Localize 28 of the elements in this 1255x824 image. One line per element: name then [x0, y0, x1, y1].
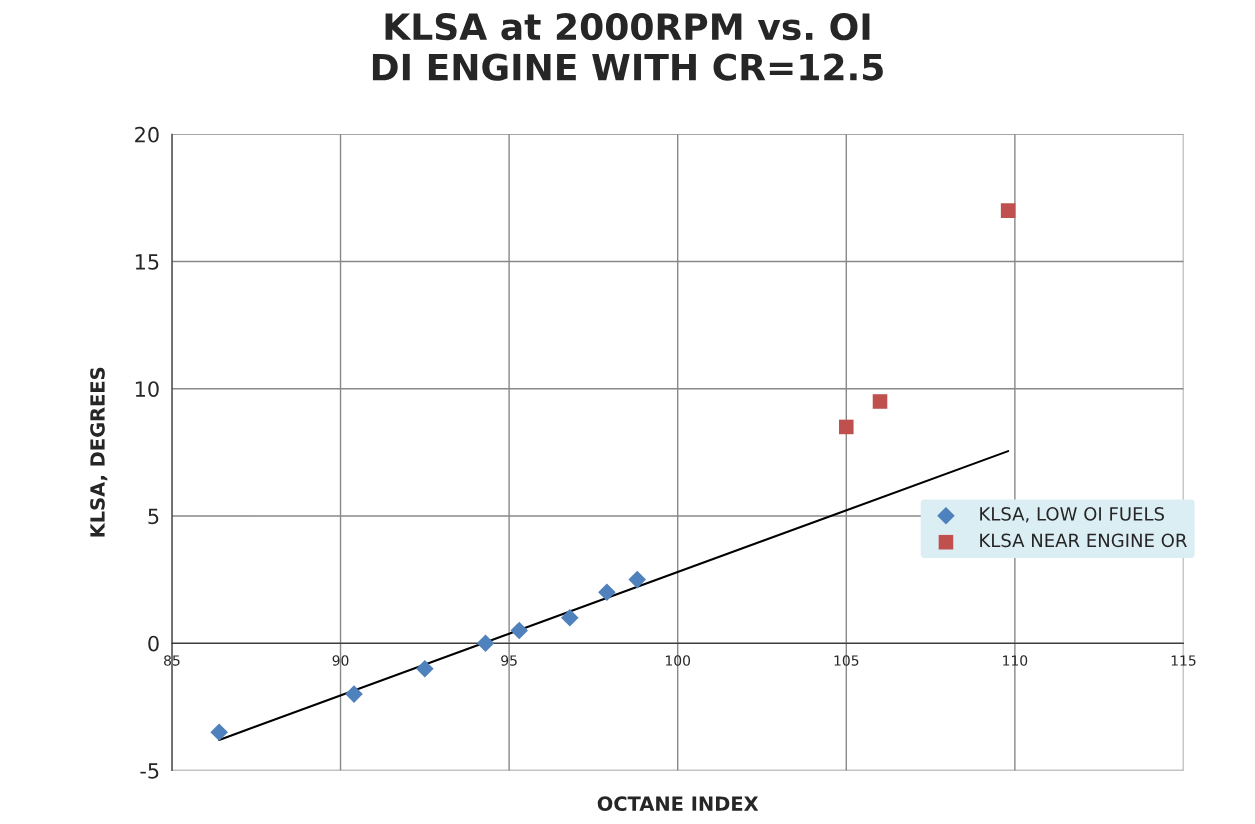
- point: [345, 685, 363, 703]
- point: [1000, 203, 1016, 218]
- point: [628, 570, 647, 589]
- x-tick-label: 95: [501, 655, 517, 666]
- point: [598, 583, 616, 602]
- legend-label: KLSA, LOW OI FUELS: [980, 507, 1164, 523]
- y-tick-label: 15: [135, 254, 159, 270]
- x-tick-label: 105: [834, 655, 859, 666]
- x-tick-label: 90: [332, 655, 349, 666]
- point: [210, 723, 228, 742]
- point: [839, 419, 854, 435]
- point: [416, 659, 434, 678]
- y-tick-label: -5: [140, 763, 159, 779]
- point: [476, 634, 495, 652]
- point: [561, 608, 579, 627]
- y-tick-label: 0: [148, 635, 159, 652]
- y-axis-title: KLSA, DEGREES: [90, 367, 108, 537]
- x-axis-title: OCTANE INDEX: [597, 796, 759, 811]
- point: [510, 621, 529, 640]
- y-tick-label: 5: [148, 508, 159, 525]
- x-tick-label: 100: [665, 655, 691, 666]
- x-tick-label: 115: [1171, 655, 1196, 666]
- y-tick-label: 10: [135, 381, 159, 397]
- legend-label: KLSA NEAR ENGINE OR: [980, 533, 1187, 548]
- chart-title: KLSA at 2000RPM vs. OI DI ENGINE WITH CR=12.5: [372, 13, 883, 81]
- y-tick-label: 20: [135, 126, 159, 143]
- point: [872, 394, 888, 409]
- x-tick-label: 110: [1003, 655, 1028, 666]
